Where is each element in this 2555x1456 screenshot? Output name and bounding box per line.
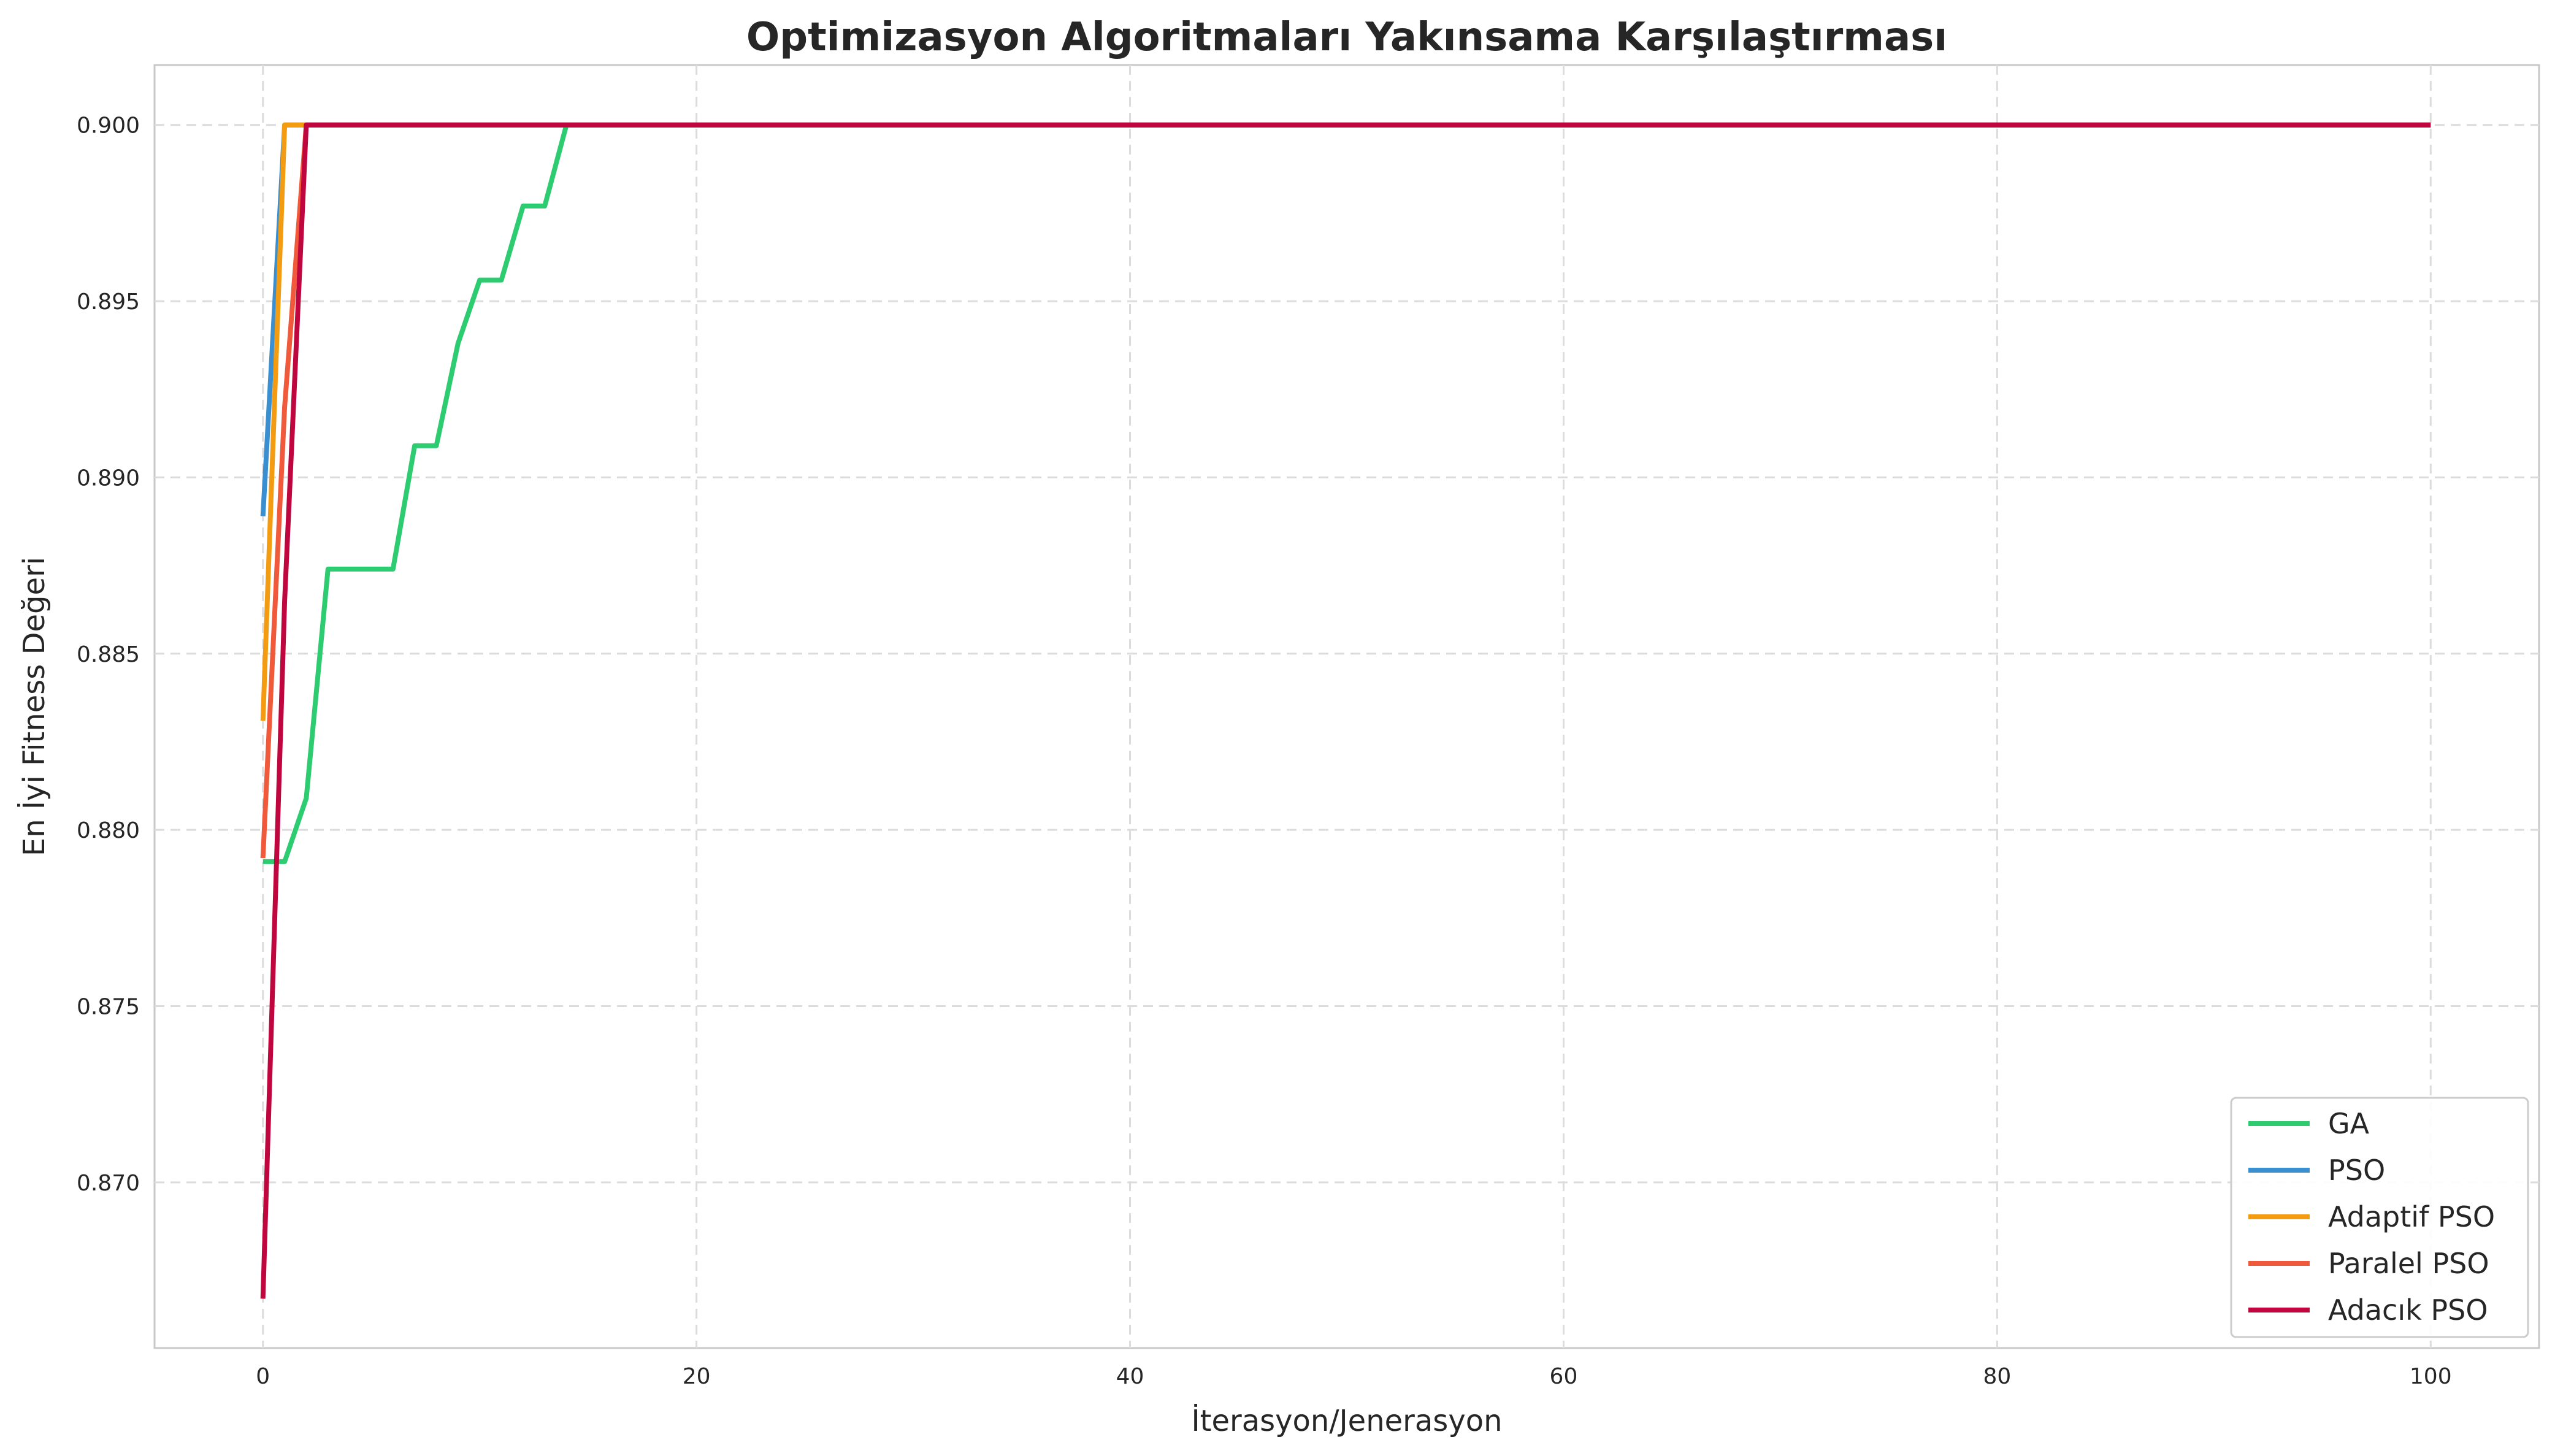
legend-box: [2230, 1097, 2529, 1338]
y-tick-label: 0.895: [77, 289, 140, 315]
legend-label: Paralel PSO: [2328, 1247, 2489, 1280]
x-tick-label: 0: [256, 1364, 270, 1389]
x-axis-label: İterasyon/Jenerasyon: [1191, 1404, 1502, 1438]
grid: [155, 65, 2539, 1348]
y-tick-label: 0.870: [77, 1171, 140, 1196]
x-tick-label: 20: [683, 1364, 711, 1389]
legend-label: PSO: [2328, 1154, 2385, 1187]
legend-label: Adaptif PSO: [2328, 1200, 2495, 1233]
x-axis-ticks: 0 20 40 60 80 100: [256, 1364, 2451, 1389]
y-tick-label: 0.900: [77, 113, 140, 139]
chart-title: Optimizasyon Algoritmaları Yakınsama Kar…: [746, 15, 1947, 60]
plot-area: [153, 64, 2540, 1349]
series-line-ga: [262, 122, 2431, 864]
y-axis-label: En İyi Fitness Değeri: [17, 557, 52, 856]
series-line-adac-k-pso: [260, 122, 2431, 1299]
series-lines: [260, 122, 2431, 1299]
legend-items: GA PSO Adaptif PSO Paralel PSO Adacık PSO: [2248, 1107, 2495, 1327]
y-tick-label: 0.890: [77, 466, 140, 491]
y-axis-ticks: 0.870 0.875 0.880 0.885 0.890 0.895 0.900: [77, 113, 140, 1196]
y-tick-label: 0.885: [77, 642, 140, 667]
y-tick-label: 0.880: [77, 818, 140, 843]
x-tick-label: 60: [1550, 1364, 1578, 1389]
legend-label: GA: [2328, 1107, 2370, 1140]
y-tick-label: 0.875: [77, 995, 140, 1020]
legend: GA PSO Adaptif PSO Paralel PSO Adacık PSO: [2230, 1097, 2529, 1338]
legend-label: Adacık PSO: [2328, 1293, 2488, 1327]
x-tick-label: 40: [1116, 1364, 1144, 1389]
x-tick-label: 100: [2410, 1364, 2452, 1389]
x-tick-label: 80: [1983, 1364, 2011, 1389]
